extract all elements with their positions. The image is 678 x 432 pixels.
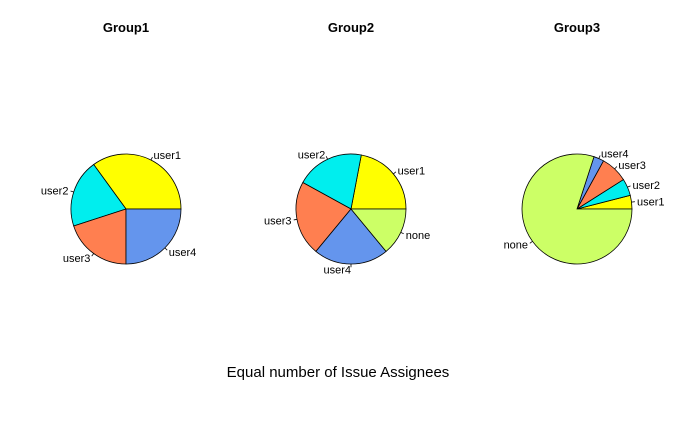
slice-label-tick	[393, 171, 397, 175]
slice-label-user3: user3	[63, 253, 91, 265]
slice-label-user3: user3	[618, 160, 646, 172]
slice-label-user3: user3	[264, 215, 292, 227]
slice-label-user2: user2	[41, 185, 69, 197]
slice-label-tick	[293, 218, 298, 221]
slice-label-tick	[627, 185, 631, 188]
slice-label-tick	[598, 155, 601, 159]
slice-label-user1: user1	[153, 150, 181, 162]
slice-label-user1: user1	[398, 165, 426, 177]
slice-label-tick	[150, 156, 153, 161]
slice-label-tick	[400, 232, 404, 235]
slice-label-user4: user4	[601, 148, 629, 160]
slice-label-user1: user1	[637, 196, 665, 208]
pie-slice-user3	[73, 208, 127, 265]
pie-2: Group2 user1 user2 user3 user4 none	[264, 20, 430, 277]
pie-slice-none	[350, 208, 407, 252]
slice-label-none: none	[504, 240, 528, 252]
slice-label-user4: user4	[323, 265, 351, 277]
pie-1: Group1 user1 user2 user3 user4	[41, 20, 196, 265]
slice-label-tick	[164, 247, 168, 251]
slice-label-none: none	[406, 230, 430, 242]
slice-label-user2: user2	[298, 149, 326, 161]
pie-slice-user3	[295, 181, 352, 252]
pie-slice-user4	[315, 208, 387, 265]
slice-label-tick	[614, 166, 618, 170]
pie-slice-none	[521, 153, 633, 265]
pie-slice-user1	[350, 154, 407, 210]
slice-label-tick	[325, 156, 328, 160]
slice-label-tick	[70, 190, 74, 193]
pie-title: Group3	[554, 20, 600, 35]
pie-title: Group1	[103, 20, 149, 35]
pie-charts: Group1user1user2user3user4Group2user1use…	[41, 20, 665, 277]
slice-label-user2: user2	[633, 180, 661, 192]
slice-label-tick	[529, 241, 533, 244]
main-title: Equal number of Issue Assignees	[227, 364, 450, 381]
pie-title: Group2	[328, 20, 374, 35]
slice-label-user4: user4	[169, 247, 197, 259]
slice-label-tick	[91, 253, 94, 257]
